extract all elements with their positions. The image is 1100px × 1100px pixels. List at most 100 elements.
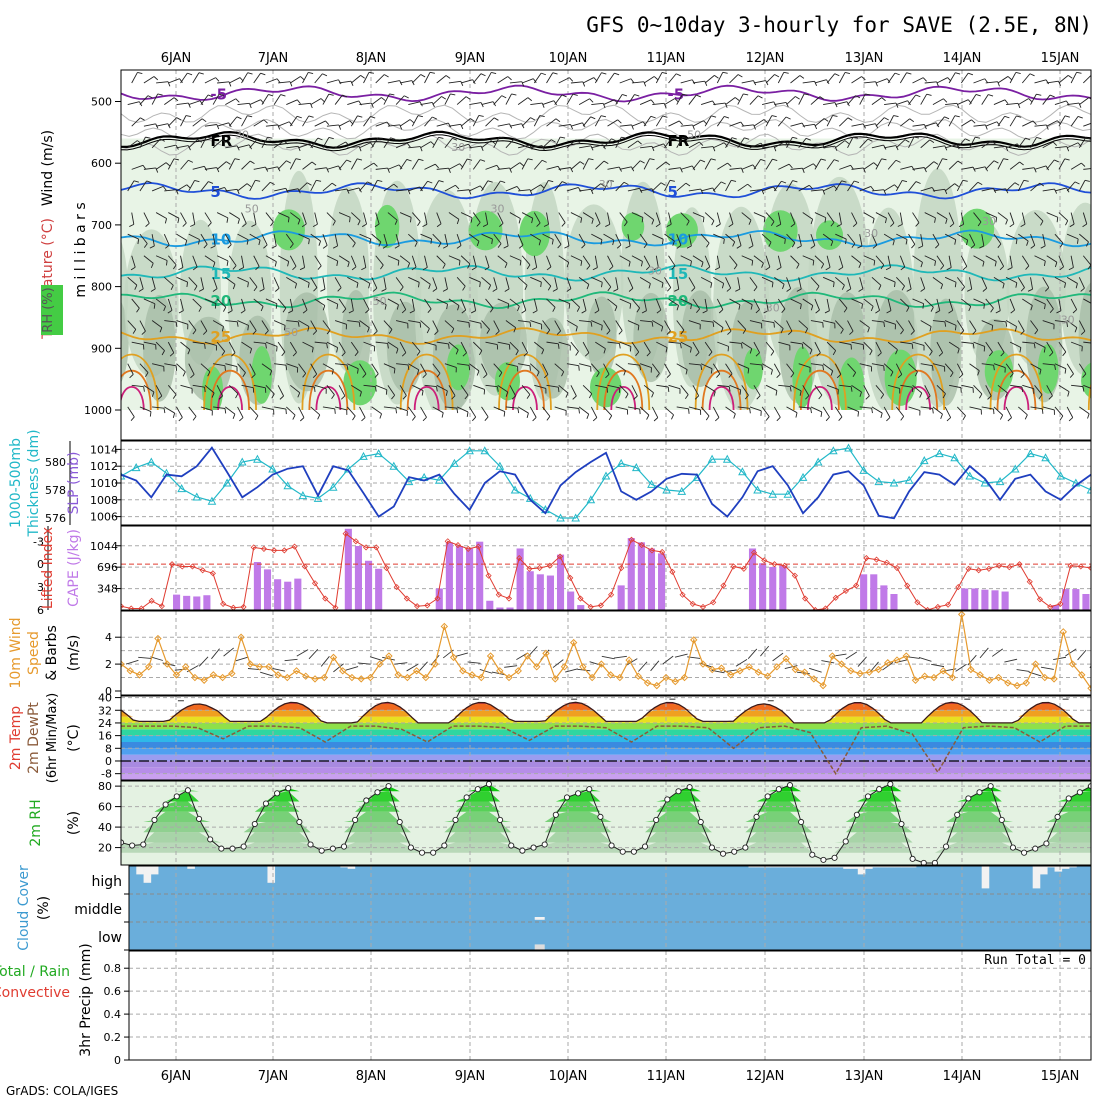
wind-barb [497, 212, 504, 224]
wind-barb [1054, 320, 1067, 323]
wind-barb [971, 119, 976, 124]
wind-barb [581, 244, 586, 249]
wind-barb [127, 233, 139, 240]
wind-barb [616, 244, 622, 249]
wind-axis-label-2: Speed [26, 631, 42, 675]
wind-barb [857, 245, 863, 249]
wind-barb [204, 77, 216, 84]
wind-barb [570, 385, 577, 397]
high-cloud-block [150, 866, 159, 875]
thickness-point [965, 471, 975, 480]
wind-barb [895, 159, 901, 163]
wind-barb [204, 298, 217, 305]
wind-barb [536, 371, 540, 377]
wind-barb [753, 298, 760, 310]
wind-barb [359, 406, 366, 418]
wind-barb [686, 220, 690, 226]
wind-barb [478, 115, 484, 117]
wind-barb [614, 306, 618, 312]
bottom-date-label: 11JAN [647, 1069, 686, 1084]
high-cloud-block [908, 866, 917, 868]
wind-barb [883, 321, 885, 328]
wind-speed-point [496, 667, 504, 675]
wind-barb [822, 233, 834, 242]
wind-barb [225, 363, 238, 368]
wind-barb [467, 661, 481, 664]
wind-barb [725, 97, 736, 105]
wind-barb [1004, 658, 1018, 663]
wind-barb [491, 238, 493, 245]
wind-barb [887, 341, 898, 350]
wind-barb [737, 363, 749, 369]
wind-barb [1040, 220, 1044, 226]
wind-barb [546, 298, 556, 308]
wind-barb [497, 167, 510, 170]
wind-barb [712, 181, 722, 192]
wind-barb [363, 72, 370, 84]
wind-barb [351, 75, 361, 84]
wind-barb [749, 189, 762, 192]
wind-barb [151, 277, 156, 290]
wind-barb [1079, 406, 1090, 415]
wind-speed-point [884, 659, 892, 667]
wind-barb [397, 260, 400, 266]
rh2m-band [121, 784, 1091, 792]
wind-barb [795, 412, 798, 418]
wind-barb [534, 341, 544, 350]
wind-barb [432, 288, 438, 292]
wind-barb [207, 222, 212, 227]
wind-barb [978, 393, 983, 399]
wind-barb [277, 124, 281, 130]
wind-barb [955, 72, 961, 75]
wind-barb [1066, 276, 1078, 284]
bottom-date-label: 6JAN [161, 1069, 192, 1084]
lifted-index-point [138, 605, 145, 610]
wind-speed-point [1068, 660, 1077, 668]
wind-barb [851, 384, 862, 393]
wind-barb [387, 298, 399, 306]
wind-barb [204, 255, 216, 263]
wind-barb [173, 158, 179, 161]
lifted-index-point [250, 544, 257, 551]
wind-barb [802, 123, 815, 127]
wind-barb [1034, 212, 1044, 222]
wind-barb [541, 159, 547, 163]
wind-barb [1039, 182, 1045, 187]
wind-barb [399, 159, 408, 170]
wind-barb [375, 255, 384, 266]
wind-barb [847, 277, 852, 290]
wind-barb [653, 76, 659, 81]
wind-barb [335, 363, 348, 366]
lifted-index-point [873, 556, 880, 563]
lifted-index-point [1016, 561, 1023, 568]
wind-barb [505, 406, 518, 409]
wind-barb [143, 384, 155, 393]
wind-barb [822, 363, 834, 372]
wind-barb [961, 384, 974, 389]
rh2m-point [775, 786, 782, 793]
wind-barb [911, 343, 914, 349]
wind-barb [176, 117, 182, 121]
wind-barb [258, 240, 261, 246]
slp-tick-label: 1008 [90, 494, 118, 507]
wind-barb [435, 163, 439, 169]
wind-barb [421, 390, 424, 396]
wind-barb [625, 245, 631, 249]
wind-barb [253, 341, 266, 344]
wind-barb [689, 347, 692, 353]
wind-barb [371, 180, 378, 192]
wind-barb [277, 255, 289, 262]
rh2m-point [876, 786, 883, 793]
wind-barb [169, 352, 175, 357]
wind-barb [1017, 277, 1025, 288]
wind-barb [469, 363, 480, 372]
wind-barb [265, 124, 278, 127]
wind-barb [603, 233, 615, 241]
rh2m-point [820, 856, 827, 863]
wind-barb [688, 363, 701, 366]
wind-barb [448, 343, 450, 349]
wind-barb [586, 413, 590, 419]
wind-barb [497, 255, 508, 264]
wind-barb [347, 187, 360, 192]
